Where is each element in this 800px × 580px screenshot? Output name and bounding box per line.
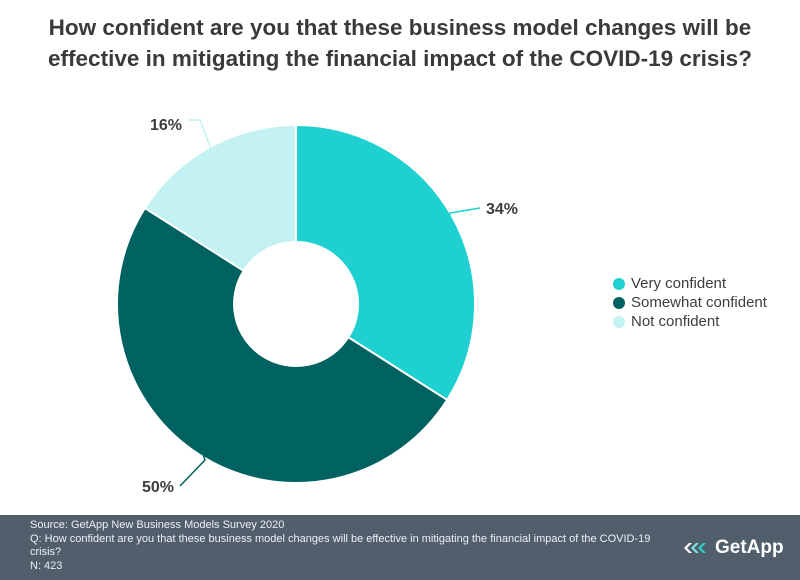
data-label-very-confident: 34% bbox=[486, 201, 518, 218]
legend-label-very-confident: Very confident bbox=[631, 275, 727, 292]
getapp-logo-icon bbox=[684, 543, 706, 553]
leader-line-not-confident bbox=[188, 119, 213, 151]
sample-size-note: N: 423 bbox=[30, 559, 63, 572]
slice-somewhat-confident bbox=[116, 206, 449, 484]
legend-swatch-very-confident bbox=[613, 277, 625, 290]
data-label-somewhat-confident: 50% bbox=[142, 479, 174, 496]
legend-item-somewhat-confident: Somewhat confident bbox=[613, 293, 767, 312]
chart-title: How confident are you that these busines… bbox=[48, 15, 752, 71]
legend-swatch-not-confident bbox=[613, 315, 625, 328]
question-note: Q: How confident are you that these busi… bbox=[30, 532, 651, 559]
legend-swatch-somewhat-confident bbox=[613, 296, 625, 309]
brand-name: GetApp bbox=[715, 537, 784, 558]
data-label-not-confident: 16% bbox=[150, 117, 182, 134]
slice-very-confident bbox=[295, 123, 476, 402]
legend: Very confident Somewhat confident Not co… bbox=[613, 274, 767, 331]
slice-not-confident bbox=[143, 123, 297, 273]
leader-line-somewhat-confident bbox=[179, 451, 206, 487]
footer-notes: Source: GetApp New Business Models Surve… bbox=[30, 519, 660, 573]
brand-logo: GetApp bbox=[683, 537, 784, 559]
source-note: Source: GetApp New Business Models Surve… bbox=[30, 519, 285, 531]
footer: Source: GetApp New Business Models Surve… bbox=[0, 515, 800, 580]
legend-label-not-confident: Not confident bbox=[631, 313, 720, 330]
legend-item-very-confident: Very confident bbox=[613, 274, 767, 293]
legend-label-somewhat-confident: Somewhat confident bbox=[631, 294, 767, 311]
legend-item-not-confident: Not confident bbox=[613, 312, 767, 331]
leader-line-very-confident bbox=[448, 207, 481, 220]
donut-chart: 34% 50% 16% bbox=[116, 117, 518, 496]
